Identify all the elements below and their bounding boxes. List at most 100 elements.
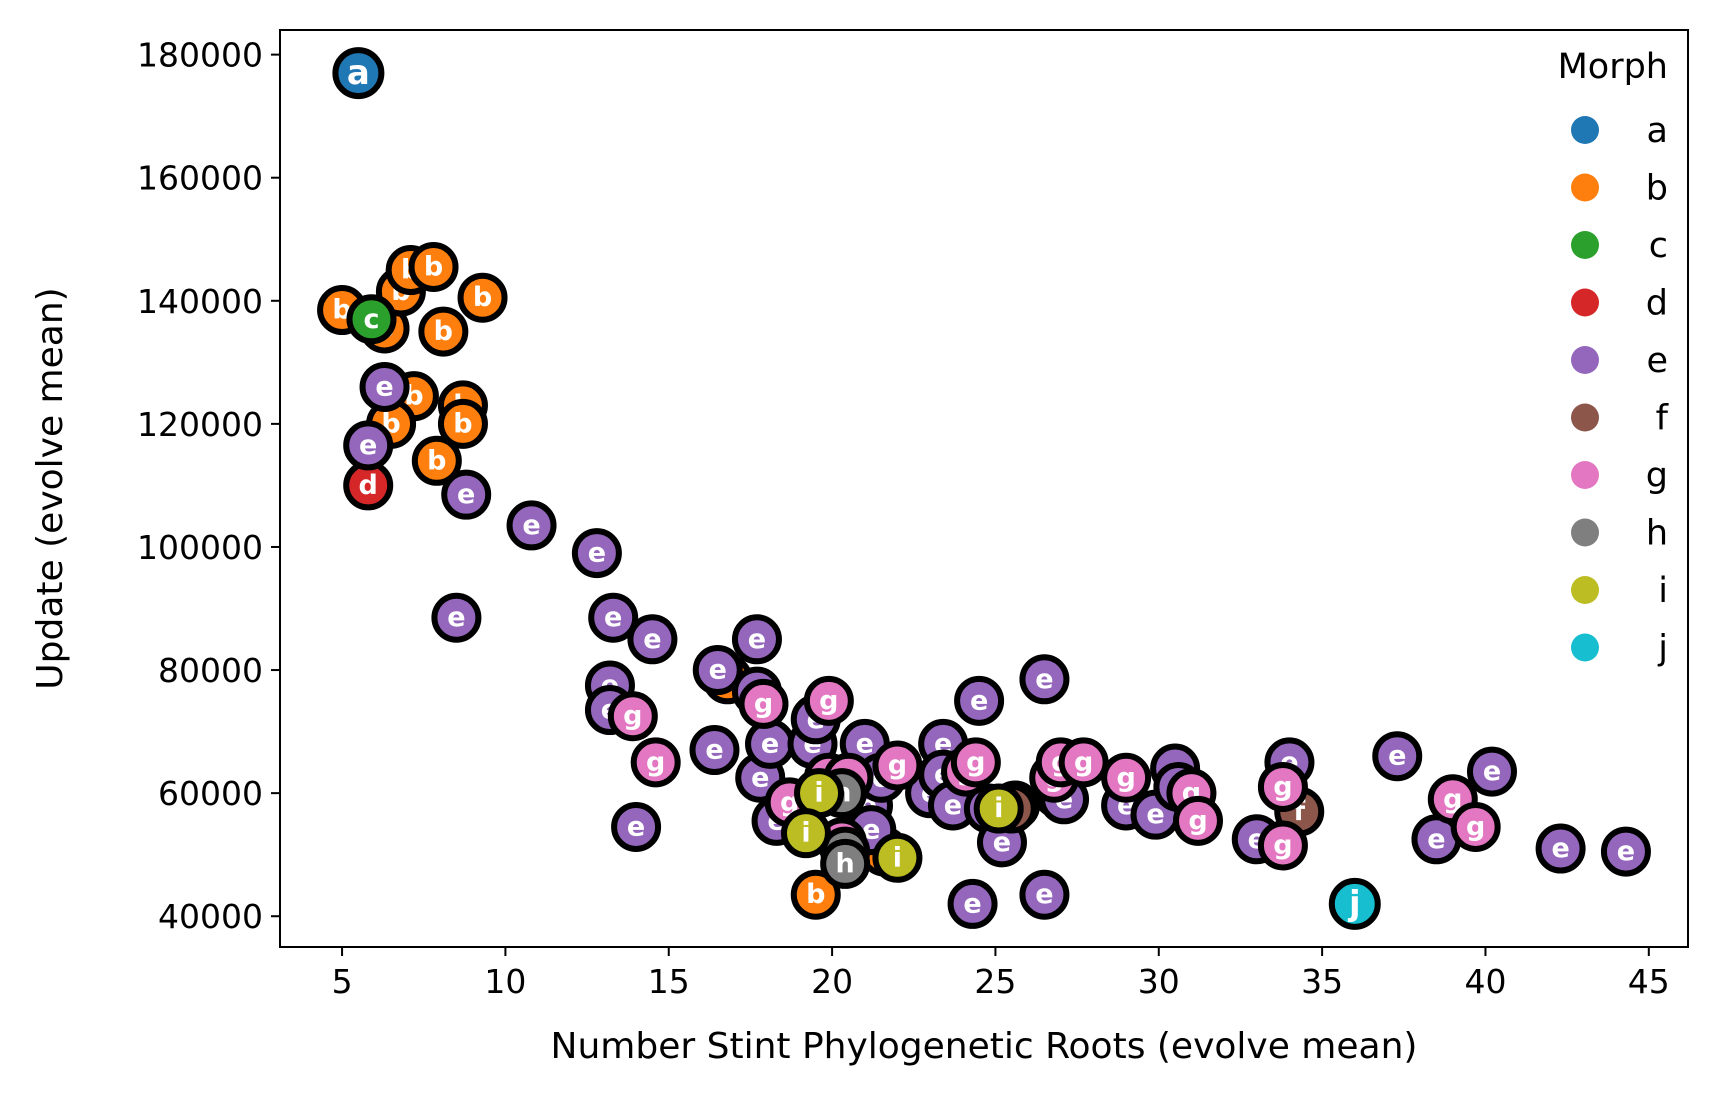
- legend-marker: [1571, 288, 1599, 317]
- x-tick-label: 5: [332, 962, 353, 1001]
- x-tick-label: 45: [1628, 962, 1670, 1001]
- legend-marker: [1571, 346, 1599, 374]
- legend-label: f: [1656, 399, 1669, 439]
- point-g: g: [1058, 737, 1109, 788]
- point-c: c: [346, 294, 397, 345]
- point-label: h: [836, 848, 855, 879]
- point-marker: [457, 272, 508, 323]
- point-marker: [1328, 877, 1381, 930]
- point-marker: [411, 435, 462, 486]
- x-tick-label: 35: [1301, 962, 1343, 1001]
- legend-marker: [1571, 173, 1599, 202]
- point-e: e: [745, 718, 796, 769]
- y-tick-label: 60000: [158, 774, 263, 813]
- point-label: e: [627, 811, 645, 842]
- point-g: g: [607, 691, 658, 742]
- point-label: j: [1347, 884, 1361, 924]
- point-label: g: [1273, 830, 1292, 861]
- point-marker: [947, 878, 998, 929]
- point-marker: [973, 783, 1024, 834]
- point-label: c: [363, 304, 379, 335]
- point-label: e: [447, 602, 465, 633]
- y-tick-label: 40000: [158, 897, 263, 936]
- point-marker: [607, 691, 658, 742]
- point-marker: [738, 678, 789, 729]
- point-b: b: [411, 435, 462, 486]
- y-tick-label: 180000: [137, 36, 263, 75]
- legend-label: i: [1658, 571, 1668, 611]
- point-e: e: [611, 801, 662, 852]
- legend-item-d: d: [1571, 284, 1668, 324]
- point-e: e: [431, 592, 482, 643]
- legend-item-j: j: [1571, 629, 1668, 669]
- point-marker: [1466, 746, 1517, 797]
- legend-marker: [1571, 576, 1599, 604]
- point-label: b: [473, 282, 492, 313]
- point-g: g: [738, 678, 789, 729]
- point-label: e: [1146, 799, 1164, 830]
- point-e: e: [343, 420, 394, 471]
- point-e: e: [1535, 823, 1586, 874]
- legend-label: c: [1649, 226, 1668, 266]
- point-i: i: [872, 832, 923, 883]
- point-marker: [1535, 823, 1586, 874]
- point-label: i: [801, 818, 810, 849]
- point-e: e: [571, 528, 622, 579]
- point-label: e: [1427, 824, 1445, 855]
- point-b: b: [408, 241, 459, 292]
- x-tick-label: 30: [1138, 962, 1180, 1001]
- point-label: g: [1466, 811, 1485, 842]
- point-marker: [872, 740, 923, 791]
- point-b: b: [437, 398, 488, 449]
- point-e: e: [1372, 731, 1423, 782]
- point-label: e: [1551, 833, 1569, 864]
- y-axis-ticks: 40000 60000 80000 100000 120000 140000 160000 1…: [137, 36, 280, 936]
- legend-item-e: e: [1571, 341, 1668, 381]
- point-label: e: [457, 479, 475, 510]
- y-tick-label: 100000: [137, 528, 263, 567]
- point-label: g: [1273, 771, 1292, 802]
- point-marker: [803, 675, 854, 726]
- point-label: g: [888, 750, 907, 781]
- point-label: g: [1443, 784, 1462, 815]
- y-tick-label: 80000: [158, 651, 263, 690]
- point-label: b: [434, 316, 453, 347]
- point-b: b: [790, 869, 841, 920]
- point-label: e: [748, 624, 766, 655]
- x-tick-label: 15: [648, 962, 690, 1001]
- point-label: b: [806, 879, 825, 910]
- point-marker: [359, 361, 410, 412]
- point-label: e: [1035, 879, 1053, 910]
- point-marker: [627, 614, 678, 665]
- point-g: g: [872, 740, 923, 791]
- point-marker: [872, 832, 923, 883]
- point-label: i: [814, 778, 823, 809]
- point-g: g: [1101, 752, 1152, 803]
- legend-label: d: [1646, 284, 1668, 324]
- point-label: d: [359, 470, 378, 501]
- y-tick-label: 160000: [137, 159, 263, 198]
- point-label: e: [375, 371, 393, 402]
- legend-item-a: a: [1571, 111, 1668, 151]
- point-marker: [1257, 820, 1308, 871]
- point-e: e: [954, 675, 1005, 726]
- point-marker: [1172, 795, 1223, 846]
- point-g: g: [950, 737, 1001, 788]
- point-e: e: [947, 878, 998, 929]
- legend-label: e: [1646, 341, 1668, 381]
- point-label: e: [604, 602, 622, 633]
- legend-item-f: f: [1571, 399, 1669, 439]
- point-marker: [1058, 737, 1109, 788]
- point-marker: [1600, 826, 1651, 877]
- point-label: g: [1074, 747, 1093, 778]
- point-marker: [418, 306, 469, 357]
- point-label: e: [522, 510, 540, 541]
- point-marker: [408, 241, 459, 292]
- point-label: e: [970, 685, 988, 716]
- point-label: e: [761, 728, 779, 759]
- point-label: e: [709, 655, 727, 686]
- point-marker: [611, 801, 662, 852]
- point-marker: [437, 398, 488, 449]
